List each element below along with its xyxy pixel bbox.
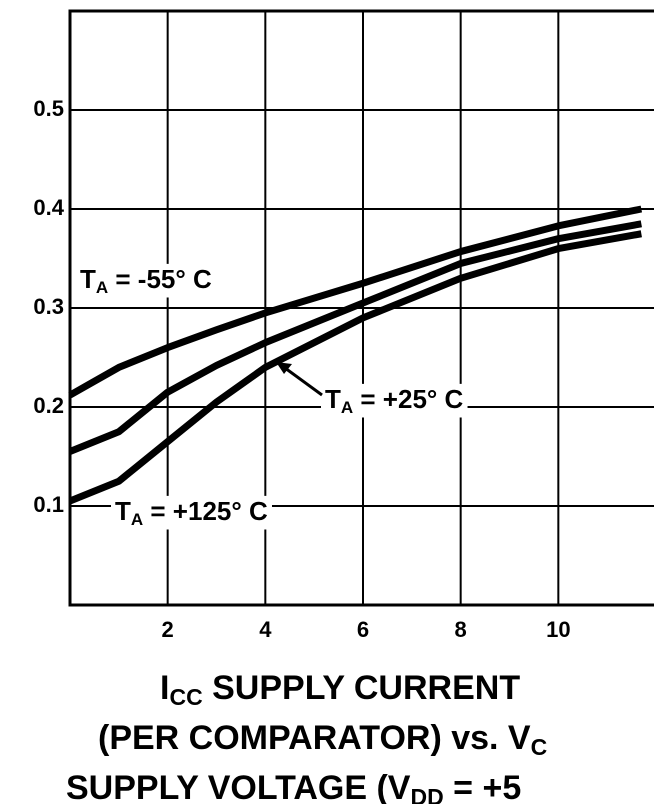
annotation-sub: A <box>341 398 353 417</box>
x-axis-title: SUPPLY VOLTAGE (VDD = +5 <box>66 769 521 804</box>
series-line <box>68 230 642 505</box>
x-tick-label: 10 <box>546 617 570 642</box>
annotation-sub: A <box>96 278 108 297</box>
series-line <box>68 205 643 399</box>
arrow-head <box>276 362 292 374</box>
annotation-rest: = +125° C <box>143 496 268 526</box>
title-part: SUPPLY CURRENT <box>203 669 521 707</box>
x-axis-title: (PER COMPARATOR) vs. VC <box>98 719 547 760</box>
x-tick-label: 2 <box>162 617 174 642</box>
annotation-main: T <box>325 384 341 414</box>
annotation-rest: = -55° C <box>108 264 212 294</box>
annotation-sub: A <box>131 510 143 529</box>
label-background <box>321 383 468 418</box>
x-tick-label: 4 <box>259 617 272 642</box>
x-tick-label: 8 <box>455 617 467 642</box>
y-tick-label: 0.1 <box>33 492 64 517</box>
title-part: I <box>160 669 169 707</box>
annotation: TA = +125° C <box>115 496 268 530</box>
annotation-rest: = +25° C <box>353 384 463 414</box>
title-subscript: CC <box>169 684 202 710</box>
x-tick-label: 6 <box>357 617 369 642</box>
annotation-main: T <box>115 496 131 526</box>
x-axis-title: ICC SUPPLY CURRENT <box>160 669 520 710</box>
y-tick-label: 0.4 <box>33 195 64 220</box>
label-background <box>111 495 272 530</box>
y-tick-label: 0.3 <box>33 294 64 319</box>
title-subscript: C <box>531 734 548 760</box>
label-background <box>76 263 217 298</box>
y-tick-label: 0.2 <box>33 393 64 418</box>
title-part: = +5 <box>444 769 522 804</box>
title-part: SUPPLY VOLTAGE (V <box>66 769 411 804</box>
series-line <box>68 220 642 455</box>
title-subscript: DD <box>410 784 443 804</box>
annotation: TA = +25° C <box>325 384 464 418</box>
arrow-line <box>284 366 323 397</box>
annotation: TA = -55° C <box>80 264 212 298</box>
title-part: (PER COMPARATOR) vs. V <box>98 719 531 757</box>
annotation-main: T <box>80 264 96 294</box>
y-tick-label: 0.5 <box>33 96 64 121</box>
